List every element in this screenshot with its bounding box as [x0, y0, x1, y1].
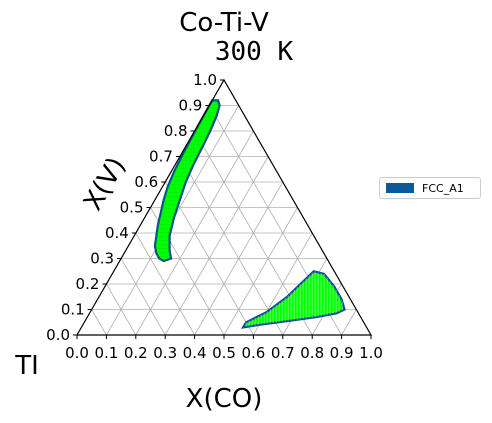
corner-label-ti: TI	[14, 351, 39, 381]
x-axis-label: X(CO)	[186, 384, 263, 414]
x-tick-label: 0.5	[212, 344, 236, 362]
grid-line	[341, 309, 357, 336]
y-tick-label: 0.2	[76, 275, 100, 293]
y-tick-label: 0.4	[105, 224, 129, 242]
x-tick-labels: 0.0 0.1 0.2 0.3 0.4 0.5 0.6 0.7 0.8 0.9 1.0	[65, 344, 383, 362]
x-tick-label: 0.9	[330, 344, 354, 362]
legend-label-fcc-a1: FCC_A1	[422, 181, 464, 195]
grid-line	[223, 207, 298, 336]
x-tick-label: 0.0	[65, 344, 89, 362]
x-tick-label: 1.0	[359, 344, 383, 362]
phase-region-2	[240, 270, 346, 329]
grid-line	[179, 156, 284, 336]
x-tick-label: 0.6	[241, 344, 265, 362]
x-tick-label: 0.3	[153, 344, 177, 362]
y-tick-label: 0.3	[90, 250, 114, 268]
y-tick-label: 0.9	[178, 97, 202, 115]
grid-line	[135, 232, 195, 336]
x-tick-label: 0.8	[300, 344, 324, 362]
y-tick-label: 1.0	[193, 71, 217, 89]
y-tick-label: 0.0	[46, 326, 70, 344]
x-tick-label: 0.4	[183, 344, 207, 362]
x-tick-label: 0.1	[94, 344, 118, 362]
y-tick-label: 0.7	[149, 148, 173, 166]
legend: FCC_A1	[379, 177, 481, 199]
grid-line	[164, 156, 269, 336]
y-tick-labels: 0.0 0.1 0.2 0.3 0.4 0.5 0.6 0.7 0.8 0.9 1.0	[46, 71, 217, 344]
grid-line	[91, 309, 107, 336]
chart-title: Co-Ti-V	[179, 8, 269, 38]
grid-line	[120, 258, 166, 336]
chart-subtitle: 300 K	[215, 37, 294, 67]
y-tick-label: 0.6	[134, 173, 158, 191]
y-tick-label: 0.5	[120, 199, 144, 217]
y-tick-label: 0.1	[61, 301, 85, 319]
ternary-axes	[73, 78, 373, 339]
y-tick-label: 0.8	[164, 122, 188, 140]
x-tick-label: 0.2	[124, 344, 148, 362]
grid-line	[106, 283, 137, 336]
x-tick-label: 0.7	[271, 344, 295, 362]
legend-swatch-fcc-a1	[386, 183, 414, 193]
